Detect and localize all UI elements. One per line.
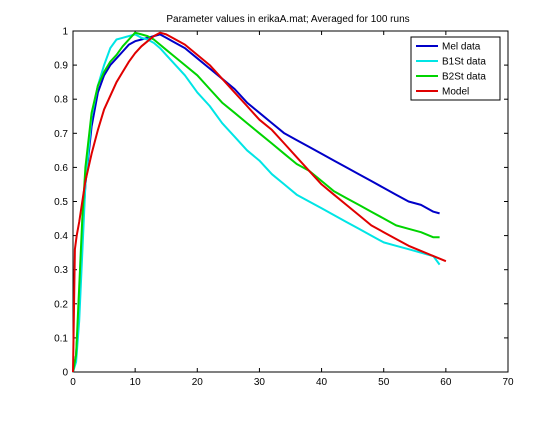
x-tick-label: 20 — [192, 377, 204, 388]
x-tick-label: 50 — [378, 377, 390, 388]
y-tick-label: 0.8 — [54, 95, 68, 106]
y-tick-label: 0.4 — [54, 231, 68, 242]
y-tick-label: 0.2 — [54, 299, 68, 310]
series-line-model — [72, 31, 447, 373]
y-tick-label: 0.6 — [54, 163, 68, 174]
series-line-mel-data — [72, 33, 440, 373]
y-tick-label: 0.5 — [54, 197, 68, 208]
x-tick-label: 10 — [130, 377, 142, 388]
series-line-b1st-data — [72, 33, 441, 373]
x-tick-label: 70 — [502, 377, 514, 388]
legend-box — [410, 36, 501, 101]
x-tick-label: 0 — [70, 377, 76, 388]
y-tick-label: 0.9 — [54, 61, 68, 72]
series-layer — [72, 31, 447, 373]
legend-label-b2st-data: B2St data — [442, 72, 486, 83]
y-tick-label: 1 — [62, 27, 68, 38]
legend-label-mel-data: Mel data — [442, 42, 481, 53]
legend-label-b1st-data: B1St data — [442, 57, 486, 68]
x-tick-label: 40 — [316, 377, 328, 388]
y-tick-label: 0.1 — [54, 333, 68, 344]
x-tick-label: 30 — [254, 377, 266, 388]
x-tick-label: 60 — [440, 377, 452, 388]
y-tick-label: 0.7 — [54, 129, 68, 140]
y-tick-label: 0 — [62, 368, 68, 379]
legend: Mel data B1St data B2St data Model — [410, 36, 501, 101]
chart-title: Parameter values in erikaA.mat; Averaged… — [166, 14, 409, 25]
legend-label-model: Model — [442, 87, 469, 98]
series-line-b2st-data — [72, 31, 440, 373]
y-tick-label: 0.3 — [54, 265, 68, 276]
